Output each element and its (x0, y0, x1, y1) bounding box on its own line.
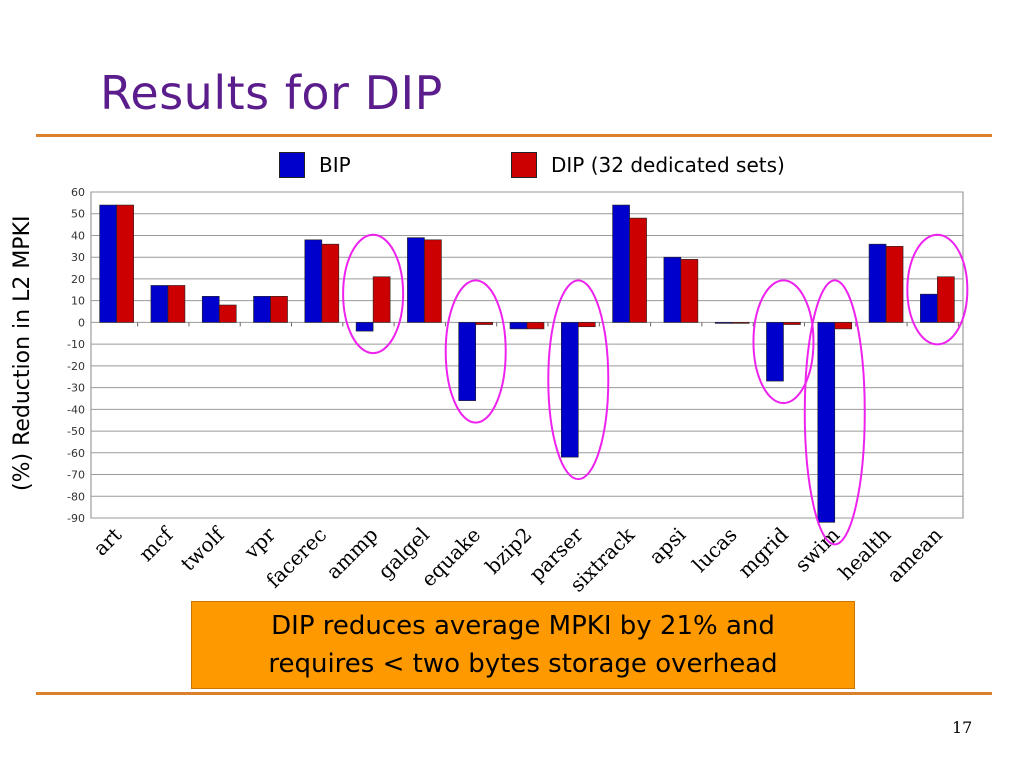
callout-line-2: requires < two bytes storage overhead (268, 649, 778, 679)
x-tick-label: amean (882, 522, 947, 587)
bar-bip-vpr (253, 296, 271, 323)
y-tick-label: 60 (71, 186, 85, 199)
highlight-ellipse-mgrid (752, 279, 815, 405)
bar-bip-twolf (201, 296, 220, 323)
bar-dip-sixtrack (629, 217, 647, 323)
bar-bip-sixtrack (612, 204, 630, 323)
bar-chart: 60 50 40 30 20 10 0 -10 -20 -30 -40 -50 -60 -70 -80 -90… (67, 186, 969, 597)
y-tick-label: -40 (67, 403, 85, 416)
bar-bip-mgrid (766, 322, 784, 382)
bar-bip-amean (920, 293, 938, 323)
x-tick-label: vpr (239, 522, 281, 564)
bar-bip-facerec (304, 239, 323, 323)
y-tick-label: -70 (67, 469, 85, 482)
x-tick-label: art (88, 523, 126, 561)
legend-swatch-dip (511, 152, 537, 178)
bar-bip-art (99, 204, 117, 323)
y-tick-label: 30 (71, 251, 85, 264)
page-number: 17 (952, 718, 973, 737)
bar-dip-health (885, 246, 904, 323)
bottom-divider (36, 692, 992, 695)
highlight-ellipse-ammp (342, 233, 405, 355)
legend-label-dip: DIP (32 dedicated sets) (551, 153, 785, 177)
x-tick-label: mcf (134, 521, 179, 566)
bar-bip-galgel (407, 237, 425, 323)
bar-dip-equake (475, 322, 494, 325)
y-tick-label: -60 (67, 447, 85, 460)
y-tick-label: -50 (67, 425, 85, 438)
y-tick-label: -10 (67, 338, 85, 351)
highlight-ellipse-parser (547, 279, 610, 481)
y-tick-label: 20 (71, 273, 85, 286)
y-tick-label: -90 (67, 512, 85, 525)
top-divider (36, 134, 992, 137)
bar-dip-amean (937, 276, 955, 323)
bar-bip-ammp (355, 322, 374, 332)
y-tick-label: 50 (71, 208, 85, 221)
x-tick-label: lucas (687, 523, 741, 577)
y-tick-label: -30 (67, 382, 85, 395)
bar-bip-mcf (150, 285, 169, 323)
bar-bip-swim (817, 322, 836, 523)
x-tick-label: mgrid (733, 522, 793, 582)
bar-dip-swim (834, 322, 853, 330)
bar-bip-lucas (714, 322, 733, 324)
legend-item-bip: BIP (279, 152, 351, 178)
bar-dip-twolf (218, 304, 237, 323)
legend-swatch-bip (279, 152, 305, 178)
bar-bip-apsi (663, 256, 682, 323)
bar-bip-equake (458, 322, 477, 401)
bar-bip-parser (560, 322, 579, 458)
bar-bip-bzip2 (509, 322, 528, 330)
legend-label-bip: BIP (319, 153, 351, 177)
highlight-ellipse-equake (444, 279, 507, 424)
bar-dip-lucas (731, 322, 750, 324)
x-tick-label: ammp (321, 523, 382, 584)
bar-dip-mgrid (783, 322, 801, 325)
highlight-ellipse-swim (803, 279, 866, 546)
highlight-ellipse-amean (906, 233, 969, 346)
bar-dip-ammp (372, 276, 391, 323)
x-tick-label: apsi (644, 523, 690, 569)
legend-item-dip: DIP (32 dedicated sets) (511, 152, 785, 178)
y-tick-label: 10 (71, 295, 85, 308)
bar-dip-art (116, 204, 134, 323)
bar-bip-health (868, 243, 887, 323)
bar-dip-vpr (270, 296, 288, 323)
bar-dip-bzip2 (526, 322, 545, 330)
bar-dip-parser (577, 322, 596, 328)
y-tick-label: -80 (67, 490, 85, 503)
bar-dip-apsi (680, 259, 699, 323)
bar-dip-mcf (167, 285, 186, 323)
y-tick-label: 40 (71, 229, 85, 242)
callout-line-1: DIP reduces average MPKI by 21% and (271, 611, 775, 641)
bar-dip-facerec (321, 243, 340, 323)
slide-title: Results for DIP (100, 66, 443, 120)
bar-dip-galgel (424, 239, 442, 323)
callout-box: DIP reduces average MPKI by 21% and requ… (191, 601, 855, 689)
x-tick-label: twolf (176, 521, 230, 575)
y-tick-label: 0 (78, 316, 85, 329)
y-tick-label: -20 (67, 360, 85, 373)
